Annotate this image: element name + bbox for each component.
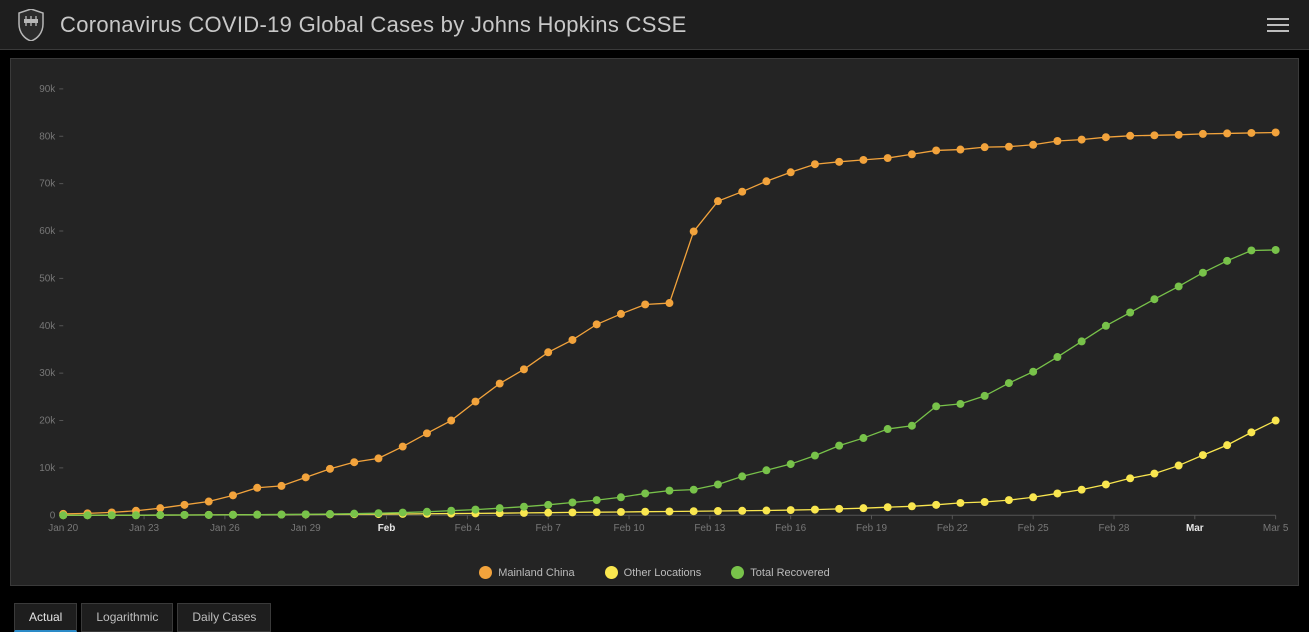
header-left: Coronavirus COVID-19 Global Cases by Joh…	[16, 8, 687, 42]
line-chart: 0 10k 20k 30k 40k 50k 60k 70k 80k 90k Jan 20 Jan 23…	[11, 59, 1298, 585]
tab-bar: ActualLogarithmicDaily Cases	[14, 603, 271, 632]
svg-text:Feb 25: Feb 25	[1018, 523, 1049, 534]
tab-daily-cases[interactable]: Daily Cases	[177, 603, 271, 632]
svg-text:Feb: Feb	[378, 523, 396, 534]
svg-text:Jan 23: Jan 23	[129, 523, 159, 534]
svg-text:Feb 4: Feb 4	[455, 523, 481, 534]
svg-text:80k: 80k	[39, 131, 55, 142]
svg-text:Feb 13: Feb 13	[694, 523, 725, 534]
legend-label: Total Recovered	[750, 567, 830, 579]
svg-text:70k: 70k	[39, 179, 55, 190]
legend-label: Other Locations	[624, 567, 702, 579]
svg-text:60k: 60k	[39, 226, 55, 237]
jhu-logo-icon	[16, 8, 46, 42]
svg-text:Mar: Mar	[1186, 523, 1204, 534]
svg-text:90k: 90k	[39, 84, 55, 95]
svg-text:Feb 16: Feb 16	[775, 523, 806, 534]
svg-text:Jan 29: Jan 29	[291, 523, 321, 534]
page-title: Coronavirus COVID-19 Global Cases by Joh…	[60, 12, 687, 38]
menu-icon[interactable]	[1263, 10, 1293, 40]
svg-text:Feb 22: Feb 22	[937, 523, 968, 534]
svg-text:Feb 10: Feb 10	[614, 523, 645, 534]
header-bar: Coronavirus COVID-19 Global Cases by Joh…	[0, 0, 1309, 50]
legend-dot-icon	[731, 566, 744, 579]
svg-text:Jan 26: Jan 26	[210, 523, 240, 534]
svg-text:50k: 50k	[39, 273, 55, 284]
svg-text:Feb 7: Feb 7	[535, 523, 561, 534]
svg-text:20k: 20k	[39, 416, 55, 427]
svg-text:Feb 19: Feb 19	[856, 523, 887, 534]
legend-dot-icon	[605, 566, 618, 579]
svg-text:Jan 20: Jan 20	[48, 523, 78, 534]
legend-item[interactable]: Total Recovered	[731, 566, 830, 579]
legend-dot-icon	[479, 566, 492, 579]
legend-item[interactable]: Mainland China	[479, 566, 574, 579]
svg-text:Feb 28: Feb 28	[1098, 523, 1129, 534]
chart-panel: 0 10k 20k 30k 40k 50k 60k 70k 80k 90k Jan 20 Jan 23…	[10, 58, 1299, 586]
legend-label: Mainland China	[498, 567, 574, 579]
legend-item[interactable]: Other Locations	[605, 566, 702, 579]
chart-legend: Mainland China Other Locations Total Recov…	[11, 566, 1298, 579]
tab-logarithmic[interactable]: Logarithmic	[81, 603, 173, 632]
tab-actual[interactable]: Actual	[14, 603, 77, 632]
svg-text:10k: 10k	[39, 463, 55, 474]
svg-text:30k: 30k	[39, 368, 55, 379]
svg-text:Mar 5: Mar 5	[1263, 523, 1289, 534]
svg-text:0: 0	[50, 510, 56, 521]
svg-text:40k: 40k	[39, 321, 55, 332]
